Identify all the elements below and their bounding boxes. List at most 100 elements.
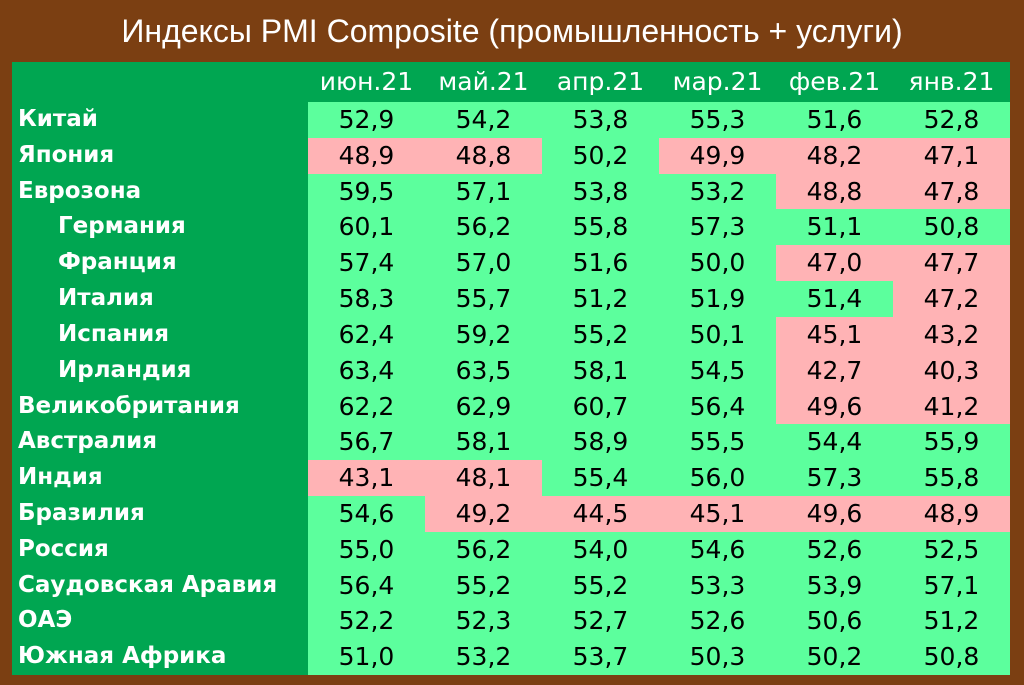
- cell: 50,6: [776, 603, 893, 640]
- title: Индексы PMI Composite (промышленность + …: [121, 13, 903, 49]
- cell: 48,1: [425, 460, 542, 496]
- cell: 51,6: [776, 102, 893, 138]
- cell: 56,0: [659, 460, 776, 496]
- cell: 62,9: [425, 388, 542, 425]
- cell: 50,1: [659, 316, 776, 353]
- cell: 52,2: [308, 603, 425, 640]
- cell: 51,6: [542, 245, 659, 282]
- cell: 56,2: [425, 531, 542, 568]
- cell: 58,9: [542, 424, 659, 461]
- cell: 56,4: [308, 567, 425, 604]
- cell: 57,1: [425, 173, 542, 210]
- cell: 50,0: [659, 245, 776, 282]
- cell: 48,9: [893, 495, 1010, 532]
- cell: 55,3: [659, 102, 776, 138]
- cell: 55,8: [893, 460, 1010, 496]
- cell: 50,3: [659, 639, 776, 675]
- cell: 50,2: [776, 639, 893, 675]
- cell: 52,9: [308, 102, 425, 138]
- row-label: Южная Африка: [18, 643, 227, 670]
- cell: 47,0: [776, 245, 893, 282]
- row-label: Индия: [18, 464, 103, 491]
- cell: 53,2: [425, 639, 542, 675]
- column-header: май.21: [425, 62, 542, 102]
- cell: 54,4: [776, 424, 893, 461]
- table: июн.21 май.21 апр.21 мар.21 фев.21 янв.21 Кита…: [12, 62, 1010, 675]
- cell: 55,4: [542, 460, 659, 496]
- cell: 54,5: [659, 352, 776, 389]
- cell: 51,9: [659, 281, 776, 317]
- row-label: Франция: [58, 249, 177, 276]
- cell: 51,1: [776, 209, 893, 246]
- cell: 47,7: [893, 245, 1010, 282]
- cell: 54,2: [425, 102, 542, 138]
- cell: 57,3: [776, 460, 893, 496]
- cell: 52,6: [776, 531, 893, 568]
- cell: 54,0: [542, 531, 659, 568]
- cell: 55,2: [542, 316, 659, 353]
- cell: 53,8: [542, 173, 659, 210]
- cell: 50,8: [893, 209, 1010, 246]
- cell: 55,5: [659, 424, 776, 461]
- cell: 63,4: [308, 352, 425, 389]
- cell: 59,5: [308, 173, 425, 210]
- cell: 57,3: [659, 209, 776, 246]
- cell: 56,4: [659, 388, 776, 425]
- cell: 62,2: [308, 388, 425, 425]
- cell: 58,3: [308, 281, 425, 317]
- cell: 48,8: [776, 173, 893, 210]
- row-label: Италия: [58, 285, 154, 312]
- cell: 51,2: [542, 281, 659, 317]
- column-header: апр.21: [542, 62, 659, 102]
- cell: 57,4: [308, 245, 425, 282]
- cell: 52,7: [542, 603, 659, 640]
- cell: 58,1: [425, 424, 542, 461]
- cell: 55,9: [893, 424, 1010, 461]
- cell: 55,8: [542, 209, 659, 246]
- cell: 45,1: [659, 495, 776, 532]
- row-label: Китай: [18, 106, 98, 132]
- row-label: Япония: [18, 141, 115, 168]
- cell: 47,8: [893, 173, 1010, 210]
- cell: 63,5: [425, 352, 542, 389]
- column-header: янв.21: [893, 62, 1010, 102]
- cell: 51,0: [308, 639, 425, 675]
- row-label: ОАЭ: [18, 607, 73, 634]
- cell: 50,8: [893, 639, 1010, 675]
- row-label: Германия: [58, 213, 186, 240]
- cell: 48,2: [776, 137, 893, 174]
- cell: 53,2: [659, 173, 776, 210]
- row-label: Австралия: [18, 428, 158, 455]
- cell: 55,2: [542, 567, 659, 604]
- cell: 51,4: [776, 281, 893, 317]
- cell: 52,6: [659, 603, 776, 640]
- cell: 55,2: [425, 567, 542, 604]
- row-label: Саудовская Аравия: [18, 571, 278, 598]
- cell: 53,8: [542, 102, 659, 138]
- cell: 57,1: [893, 567, 1010, 604]
- cell: 49,2: [425, 495, 542, 532]
- cell: 57,0: [425, 245, 542, 282]
- cell: 52,3: [425, 603, 542, 640]
- cell: 44,5: [542, 495, 659, 532]
- cell: 60,7: [542, 388, 659, 425]
- cell: 53,9: [776, 567, 893, 604]
- row-label: Еврозона: [18, 177, 142, 204]
- cell: 52,5: [893, 531, 1010, 568]
- cell: 48,9: [308, 137, 425, 174]
- cell: 49,9: [659, 137, 776, 174]
- cell: 40,3: [893, 352, 1010, 389]
- cell: 55,0: [308, 531, 425, 568]
- cell: 48,8: [425, 137, 542, 174]
- cell: 60,1: [308, 209, 425, 246]
- cell: 47,1: [893, 137, 1010, 174]
- cell: 58,1: [542, 352, 659, 389]
- cell: 54,6: [659, 531, 776, 568]
- row-label: Россия: [18, 535, 109, 562]
- cell: 47,2: [893, 281, 1010, 317]
- row-label: Ирландия: [58, 356, 192, 383]
- column-header: фев.21: [776, 62, 893, 102]
- row-label: Великобритания: [18, 392, 240, 419]
- cell: 45,1: [776, 316, 893, 353]
